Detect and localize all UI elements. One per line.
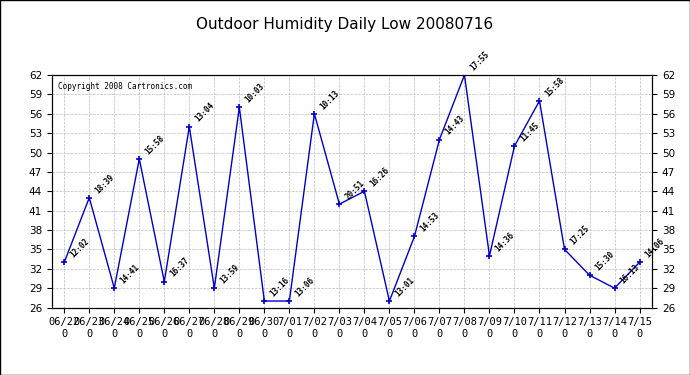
Text: 18:39: 18:39 [93,172,116,195]
Text: 17:55: 17:55 [469,50,491,72]
Text: 14:43: 14:43 [444,114,466,137]
Text: 10:13: 10:13 [319,88,342,111]
Text: 14:06: 14:06 [644,237,667,260]
Text: Copyright 2008 Cartronics.com: Copyright 2008 Cartronics.com [58,82,192,91]
Text: 15:30: 15:30 [593,250,616,272]
Text: 14:53: 14:53 [419,211,442,234]
Text: 16:13: 16:13 [619,262,642,285]
Text: 10:03: 10:03 [244,82,266,105]
Text: 11:45: 11:45 [519,120,542,143]
Text: 15:58: 15:58 [144,134,166,156]
Text: 12:02: 12:02 [68,237,91,260]
Text: 16:37: 16:37 [168,256,191,279]
Text: 13:16: 13:16 [268,276,291,298]
Text: 15:58: 15:58 [544,75,566,98]
Text: 14:36: 14:36 [493,230,516,253]
Text: 13:01: 13:01 [393,276,416,298]
Text: 20:51: 20:51 [344,178,366,201]
Text: Outdoor Humidity Daily Low 20080716: Outdoor Humidity Daily Low 20080716 [197,17,493,32]
Text: 13:06: 13:06 [293,276,316,298]
Text: 17:25: 17:25 [569,224,591,247]
Text: 13:59: 13:59 [219,262,241,285]
Text: 14:41: 14:41 [119,262,141,285]
Text: 16:26: 16:26 [368,166,391,189]
Text: 13:04: 13:04 [193,101,216,124]
